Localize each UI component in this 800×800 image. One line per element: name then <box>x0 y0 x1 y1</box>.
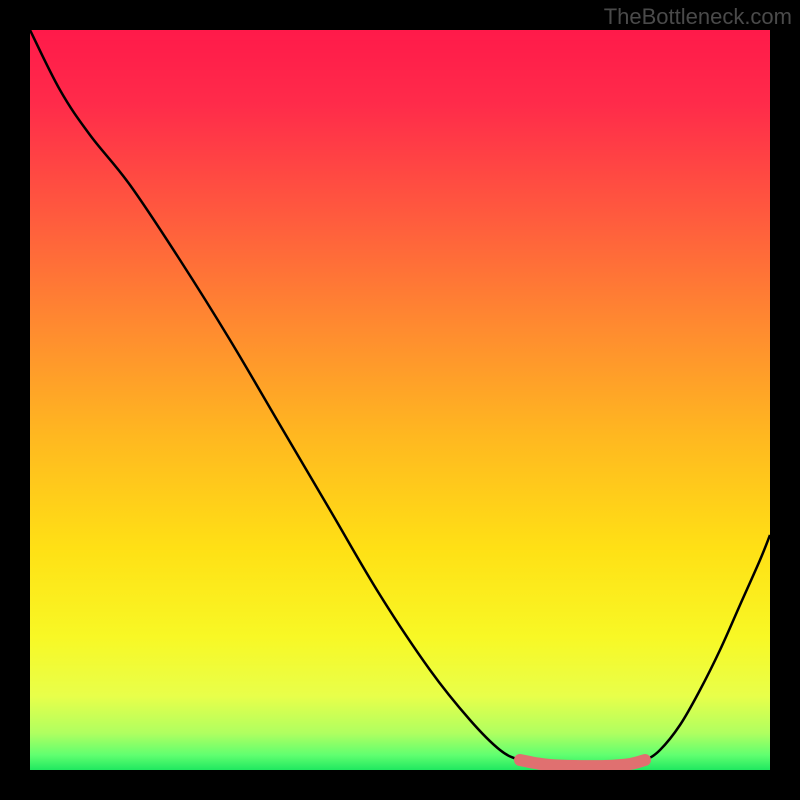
bottleneck-curve <box>30 30 770 766</box>
watermark-text: TheBottleneck.com <box>604 4 792 30</box>
chart-area <box>30 30 770 770</box>
curve-layer <box>30 30 770 770</box>
bottom-highlight-segment <box>520 760 645 766</box>
